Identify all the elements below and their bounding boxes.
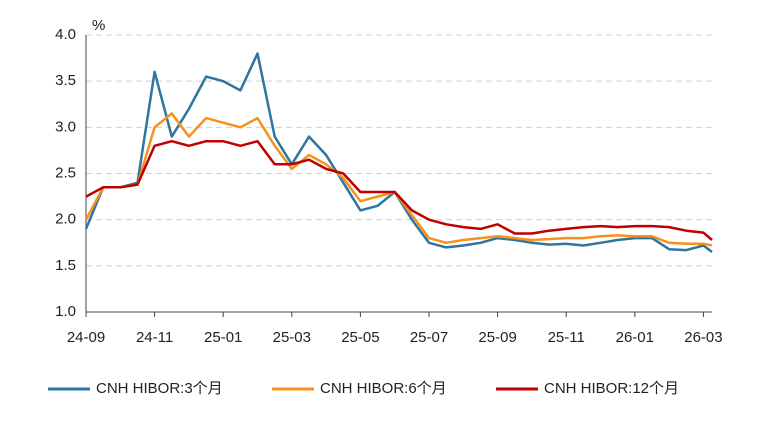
x-tick-label: 25-03 <box>273 329 311 346</box>
y-tick-label: 3.5 <box>55 72 76 89</box>
legend-label: CNH HIBOR:12个月 <box>544 380 679 397</box>
series-line <box>84 52 713 253</box>
x-tick-label: 25-11 <box>548 329 585 346</box>
y-tick-label: 3.0 <box>55 118 76 135</box>
y-tick-label: 1.0 <box>55 303 76 320</box>
series-line <box>85 139 713 241</box>
legend-label: CNH HIBOR:6个月 <box>320 380 447 397</box>
unit-label: % <box>92 17 105 34</box>
series-line <box>84 112 713 247</box>
y-tick-label: 2.0 <box>55 211 76 228</box>
x-tick-label: 25-09 <box>478 329 516 346</box>
x-tick-label: 26-01 <box>616 329 654 346</box>
y-tick-label: 4.0 <box>55 26 76 43</box>
x-tick-label: 24-11 <box>136 329 173 346</box>
legend-label: CNH HIBOR:3个月 <box>96 380 223 397</box>
x-tick-label: 25-05 <box>341 329 379 346</box>
y-tick-label: 2.5 <box>55 164 76 181</box>
x-tick-label: 24-09 <box>67 329 105 346</box>
x-tick-label: 26-03 <box>684 329 722 346</box>
x-tick-label: 25-07 <box>410 329 448 346</box>
x-tick-label: 25-01 <box>204 329 242 346</box>
y-tick-label: 1.5 <box>55 257 76 274</box>
